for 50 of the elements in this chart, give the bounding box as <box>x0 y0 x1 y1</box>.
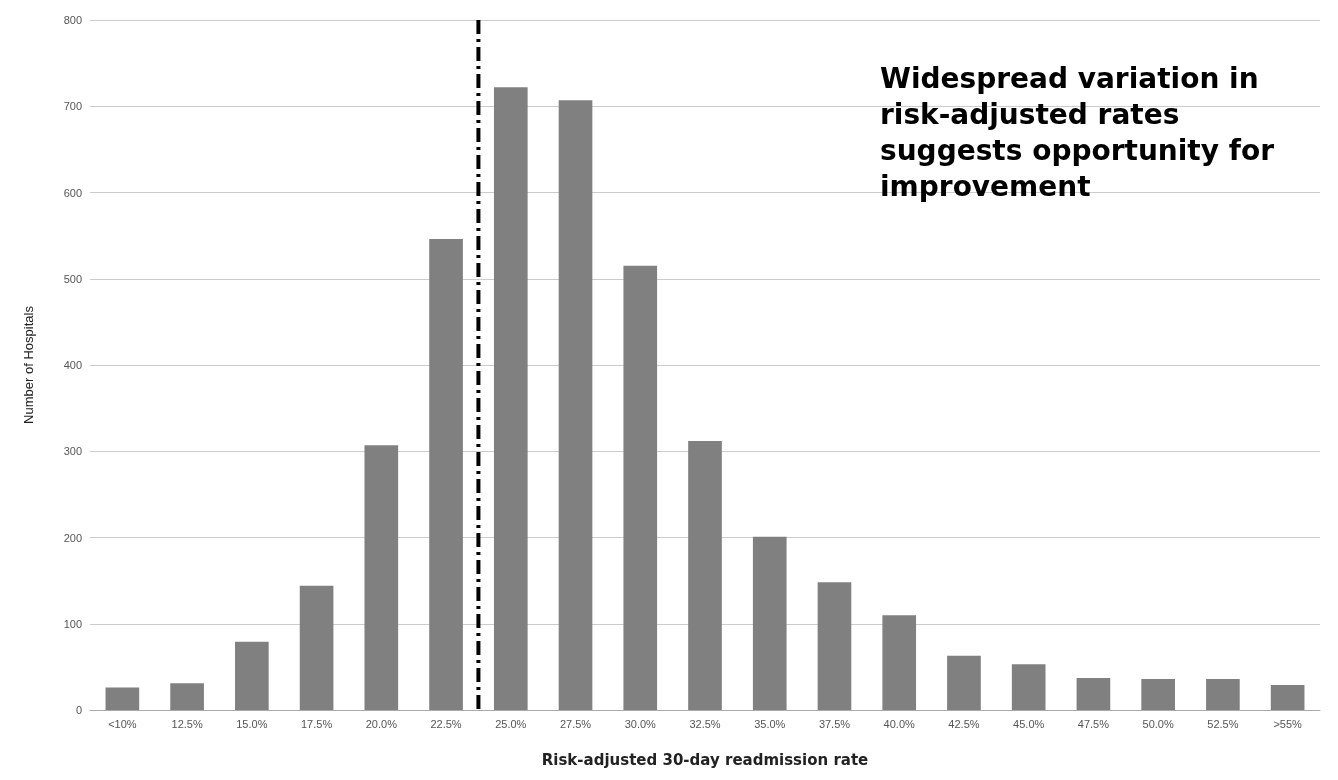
x-tick-label: 25.0% <box>495 717 527 730</box>
x-tick-label: 45.0% <box>1013 717 1045 730</box>
x-tick-label: 50.0% <box>1142 717 1174 730</box>
bar <box>170 683 204 710</box>
bar <box>623 265 658 710</box>
y-tick-label: 0 <box>75 704 82 716</box>
annotation: Widespread variation in risk-adjusted rates suggests opportunity for improvement <box>880 61 1284 203</box>
x-tick-label: 22.5% <box>430 717 462 730</box>
bar <box>1206 678 1240 710</box>
x-tick-label: 20.0% <box>365 717 398 730</box>
bar <box>429 239 463 710</box>
y-tick-label: 700 <box>63 100 82 113</box>
x-tick-label: <10% <box>108 717 137 730</box>
y-tick-label: 400 <box>63 359 82 371</box>
bar <box>493 87 528 710</box>
x-tick-label: 52.5% <box>1207 717 1239 730</box>
bar <box>105 687 140 710</box>
x-tick-label: 37.5% <box>818 717 851 730</box>
y-tick-label: 600 <box>63 186 82 199</box>
bar <box>364 445 399 710</box>
x-tick-label: 32.5% <box>689 717 721 730</box>
x-axis-title: Risk-adjusted 30-day readmission rate <box>541 750 869 769</box>
bar <box>235 641 269 710</box>
x-tick-label: 30.0% <box>624 717 657 730</box>
y-tick-label: 100 <box>63 617 82 630</box>
bar <box>558 100 593 710</box>
x-tick-label: 12.5% <box>171 717 203 730</box>
x-tick-label: 35.0% <box>754 717 786 730</box>
y-axis-title: Number of Hospitals <box>21 305 36 424</box>
bar <box>1076 678 1111 710</box>
bar <box>817 582 852 710</box>
y-tick-label: 200 <box>63 531 82 544</box>
x-tick-label: 27.5% <box>559 717 592 730</box>
x-tick-label: 42.5% <box>948 717 980 730</box>
bar <box>1270 684 1305 710</box>
y-tick-label: 500 <box>63 272 82 285</box>
y-tick-label: 300 <box>63 445 82 458</box>
bar <box>688 440 722 710</box>
y-tick-label: 800 <box>63 14 82 26</box>
bar <box>1011 664 1046 710</box>
bar <box>752 536 787 710</box>
x-tick-label: 15.0% <box>236 717 268 730</box>
bar <box>947 655 981 710</box>
x-tick-label: >55% <box>1273 717 1303 730</box>
x-tick-label: 17.5% <box>300 717 333 730</box>
x-tick-label: 40.0% <box>883 717 916 730</box>
bar <box>1141 678 1175 710</box>
bar <box>882 615 917 710</box>
x-tick-label: 47.5% <box>1077 717 1110 730</box>
bar <box>299 585 334 710</box>
